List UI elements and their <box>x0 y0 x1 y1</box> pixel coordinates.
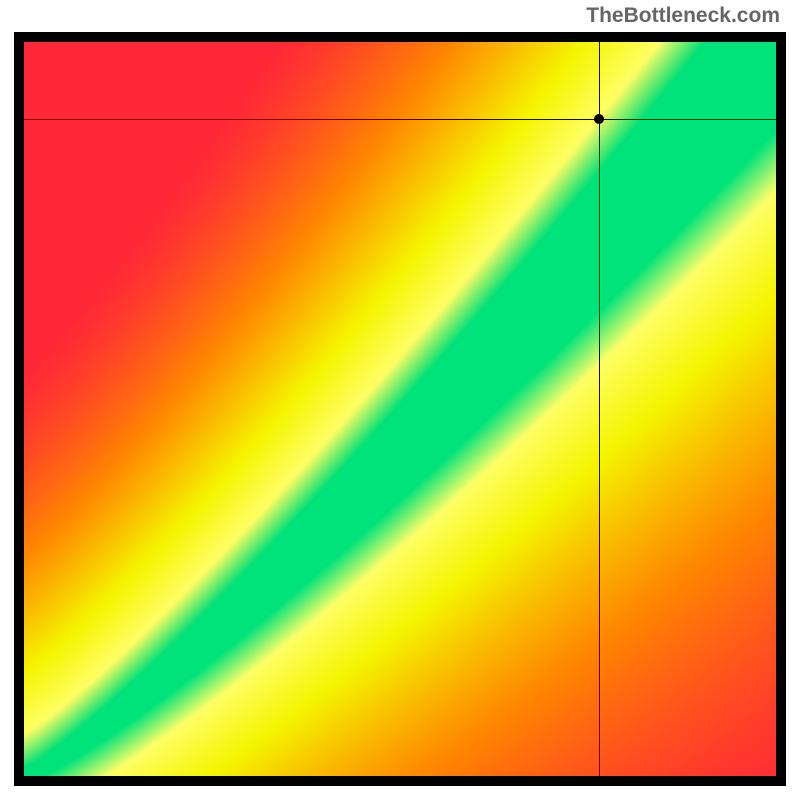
crosshair-marker <box>594 114 604 124</box>
bottleneck-heatmap <box>24 42 776 776</box>
bottleneck-heatmap-container <box>14 32 786 786</box>
crosshair-horizontal <box>24 119 776 120</box>
crosshair-vertical <box>599 42 600 776</box>
watermark-text: TheBottleneck.com <box>586 4 780 28</box>
